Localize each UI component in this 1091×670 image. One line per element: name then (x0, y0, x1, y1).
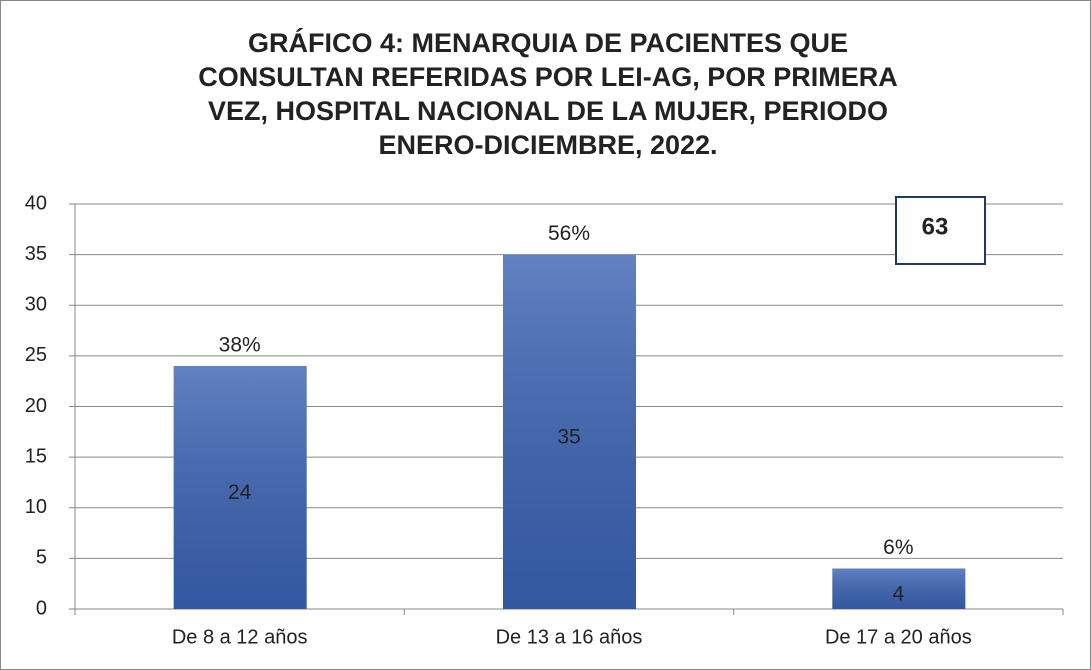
y-tick-label: 25 (25, 344, 47, 366)
y-tick-label: 35 (25, 243, 47, 265)
percent-label: 56% (548, 222, 590, 245)
y-tick-label: 20 (25, 395, 47, 417)
x-tick-label: De 13 a 16 años (496, 626, 643, 648)
percent-label: 6% (883, 536, 913, 559)
annotation: 63 (922, 213, 949, 240)
bar-shade (503, 254, 636, 609)
bar-shade (173, 366, 307, 609)
bar-shade (832, 568, 966, 609)
y-tick-label: 40 (25, 192, 47, 214)
percent-label: 38% (219, 334, 261, 357)
chart-title: ENERO-DICIEMBRE, 2022. (378, 130, 717, 160)
y-tick-label: 10 (25, 496, 47, 518)
chart-title: GRÁFICO 4: MENARQUIA DE PACIENTES QUE (248, 27, 848, 58)
x-tick-label: De 8 a 12 años (172, 626, 308, 648)
y-tick-label: 15 (25, 445, 47, 467)
chart-title: VEZ, HOSPITAL NACIONAL DE LA MUJER, PERI… (208, 96, 888, 126)
value-label: 24 (228, 481, 252, 504)
y-tick-label: 30 (25, 294, 47, 316)
y-tick-label: 0 (36, 597, 47, 619)
y-tick-label: 5 (36, 547, 47, 569)
value-label: 4 (892, 582, 904, 605)
x-tick-label: De 17 a 20 años (825, 626, 972, 648)
value-label: 35 (557, 425, 580, 448)
annotation-box (895, 196, 986, 265)
chart-title: CONSULTAN REFERIDAS POR LEI-AG, POR PRIM… (198, 62, 898, 92)
